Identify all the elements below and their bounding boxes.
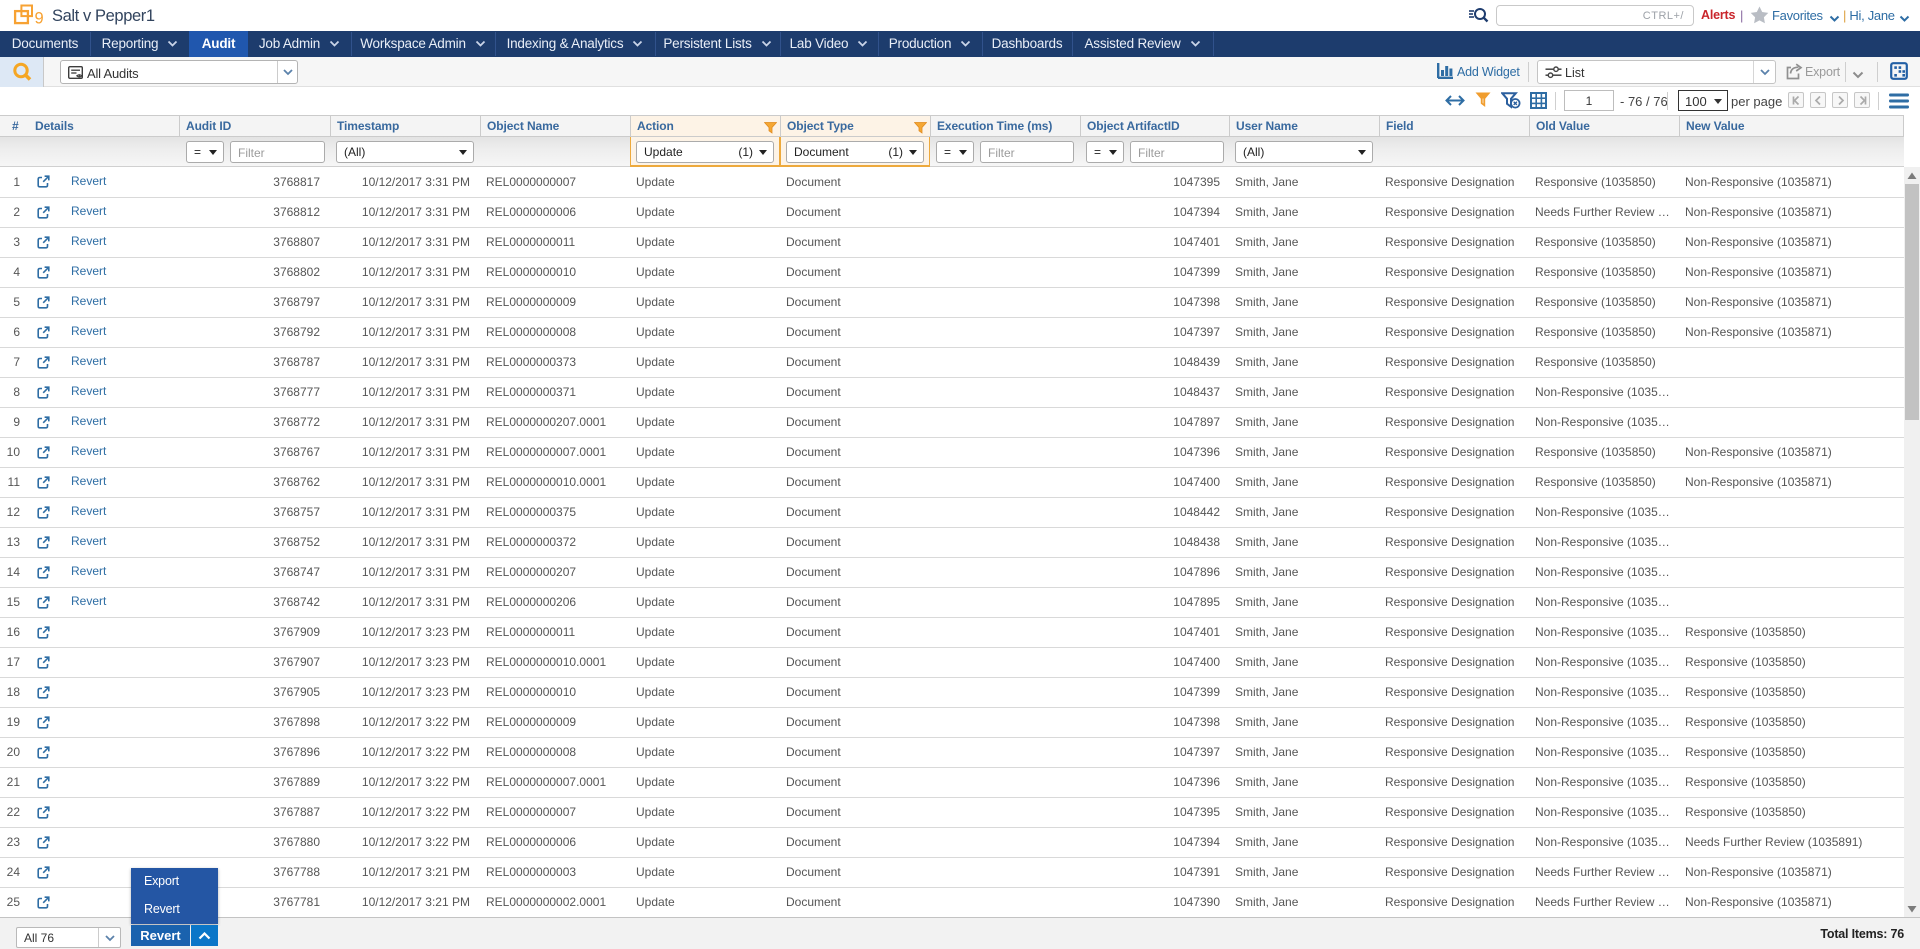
svg-text:9: 9 [35, 9, 44, 27]
